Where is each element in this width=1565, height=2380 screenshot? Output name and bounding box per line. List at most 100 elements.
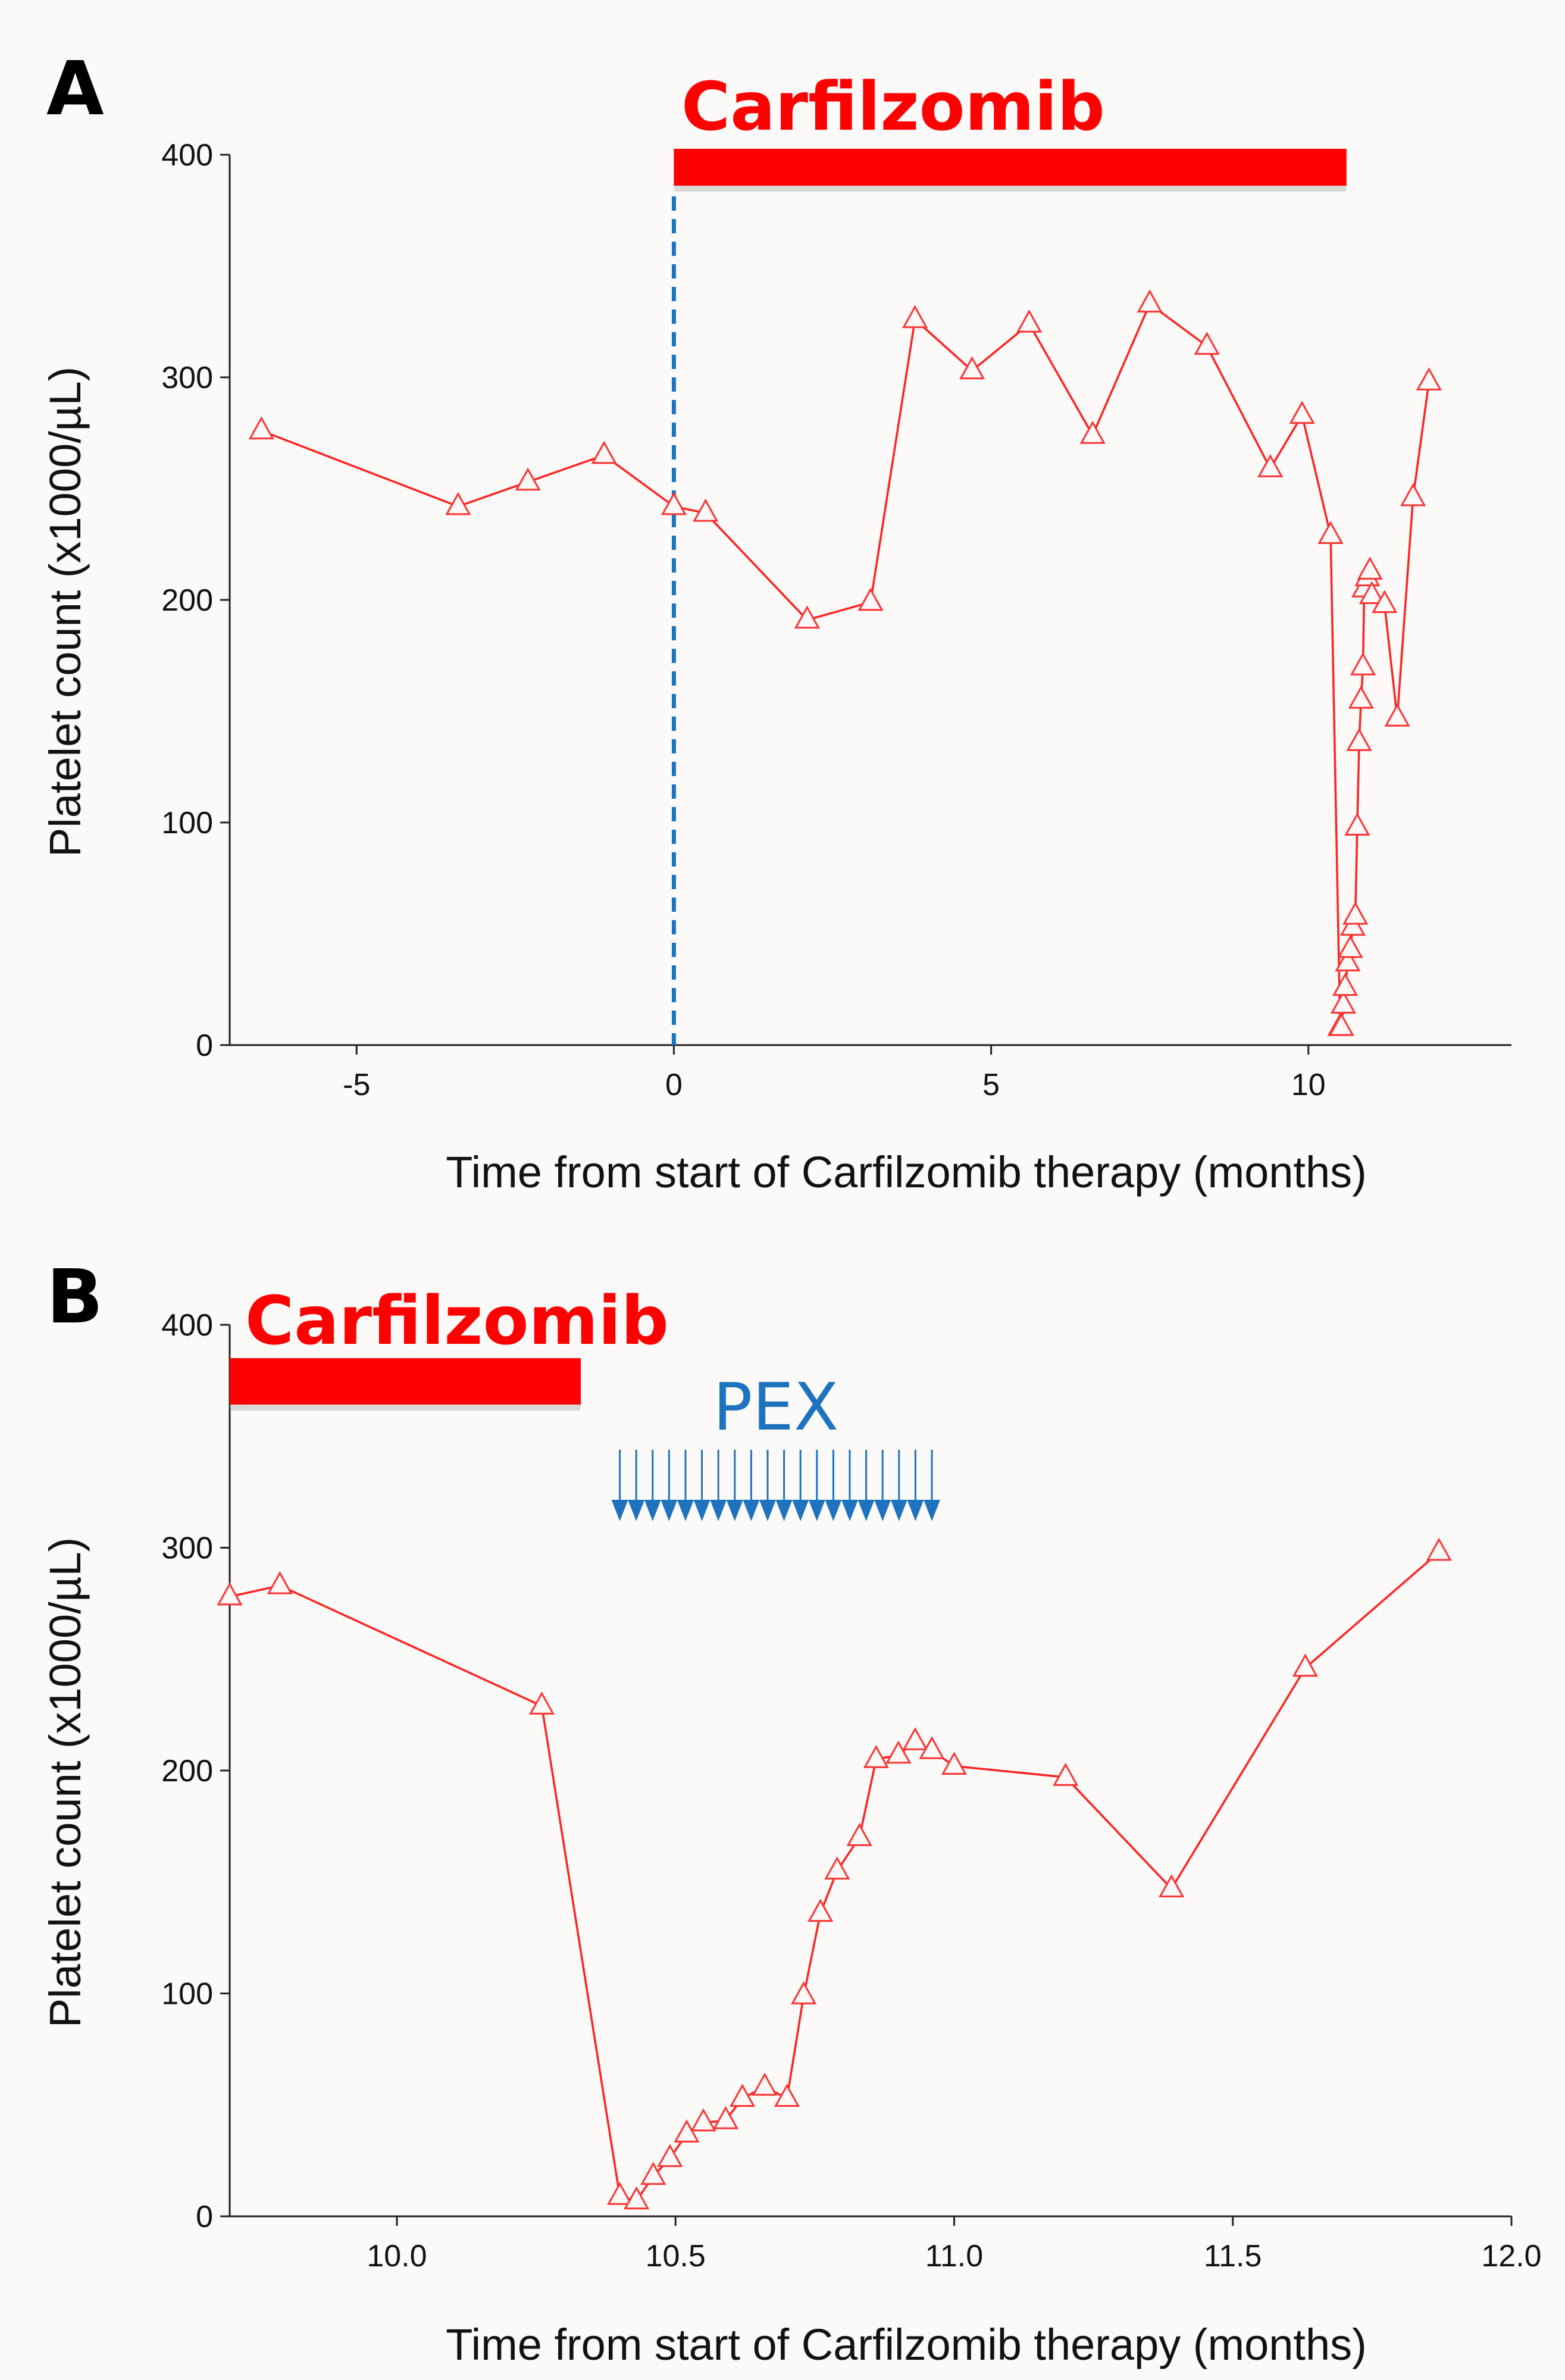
- y-tick-label: 400: [161, 138, 213, 173]
- pex-arrowhead: [874, 1500, 891, 1521]
- data-point-marker: [624, 2186, 650, 2210]
- panel-a: A 0 100 200 300 400 -5 0 5 10 Time from start of …: [40, 46, 1511, 1197]
- x-tick-label: 10.5: [646, 2239, 706, 2273]
- x-tick-label: 10.0: [367, 2239, 427, 2273]
- y-tick-label: 0: [196, 2200, 213, 2234]
- data-point-marker: [902, 305, 928, 329]
- data-point-marker: [1342, 901, 1369, 925]
- carfilzomib-bar: [674, 149, 1347, 186]
- pex-label: PEX: [713, 1369, 838, 1445]
- carfilzomib-label: Carfilzomib: [681, 68, 1105, 146]
- x-tick-label: -5: [343, 1068, 370, 1102]
- pex-arrowhead: [644, 1500, 661, 1521]
- data-point-marker: [528, 1691, 555, 1715]
- data-point-marker: [1416, 367, 1442, 390]
- data-point-marker: [959, 356, 985, 380]
- x-tick-label: 12.0: [1481, 2239, 1541, 2273]
- y-tick-label: 200: [161, 1754, 213, 1788]
- pex-arrowhead: [628, 1500, 645, 1521]
- data-point-marker: [1400, 483, 1426, 506]
- data-point-marker: [774, 2084, 800, 2107]
- data-point-marker: [791, 1981, 817, 2004]
- x-tick-label: 10: [1291, 1068, 1326, 1102]
- data-point-marker: [1330, 990, 1356, 1014]
- x-axis-title: Time from start of Carfilzomib therapy (…: [446, 1147, 1367, 1197]
- pex-arrowhead: [857, 1500, 875, 1521]
- data-point-marker: [752, 2072, 778, 2096]
- pex-arrowhead: [759, 1500, 776, 1521]
- pex-arrowhead: [743, 1500, 760, 1521]
- pex-arrowhead: [726, 1500, 743, 1521]
- data-point-marker: [661, 492, 687, 515]
- data-point-marker: [1372, 590, 1398, 613]
- data-point-marker: [1016, 309, 1043, 333]
- data-point-marker: [863, 1744, 889, 1768]
- y-tick-label: 300: [161, 361, 213, 395]
- pex-arrowhead: [710, 1500, 727, 1521]
- data-point-marker: [1292, 1653, 1319, 1677]
- data-point-marker: [1328, 1012, 1354, 1036]
- pex-arrowhead: [808, 1500, 825, 1521]
- data-point-marker: [1257, 454, 1284, 477]
- data-point-marker: [941, 1752, 968, 1775]
- data-point-marker: [1332, 972, 1359, 996]
- data-point-marker: [1289, 401, 1315, 424]
- data-point-marker: [1357, 556, 1383, 580]
- data-point-marker: [640, 2162, 666, 2185]
- data-point-marker: [657, 2144, 683, 2168]
- data-point-marker: [248, 416, 274, 440]
- data-point-marker: [1053, 1762, 1079, 1786]
- data-point-marker: [919, 1736, 945, 1759]
- data-point-marker: [693, 498, 719, 522]
- pex-arrowhead: [907, 1500, 924, 1521]
- data-point-marker: [794, 605, 820, 629]
- x-tick-label: 11.0: [925, 2239, 983, 2273]
- data-point-marker: [690, 2108, 716, 2132]
- panel-a-letter: A: [46, 46, 104, 132]
- data-point-marker: [607, 2182, 633, 2205]
- data-point-marker: [1344, 812, 1370, 836]
- pex-arrowhead: [825, 1500, 842, 1521]
- data-point-marker: [1317, 521, 1344, 545]
- data-point-marker: [885, 1740, 912, 1764]
- pex-arrowhead: [841, 1500, 859, 1521]
- y-tick-label: 400: [161, 1308, 213, 1343]
- data-point-marker: [1194, 331, 1220, 355]
- data-point-marker: [591, 440, 617, 464]
- data-point-marker: [730, 2084, 756, 2107]
- pex-arrowhead: [661, 1500, 678, 1521]
- data-point-marker: [1350, 652, 1376, 675]
- panel-b: B 0 100 200 300 400 10.0 10.5 11.0 11.5 12.0 Time …: [40, 1254, 1542, 2369]
- data-point-marker: [1159, 1874, 1185, 1897]
- pex-arrowhead: [611, 1500, 628, 1521]
- data-point-marker: [712, 2106, 739, 2129]
- data-point-marker: [1339, 912, 1366, 936]
- pex-arrowhead: [677, 1500, 694, 1521]
- data-point-marker: [824, 1856, 850, 1880]
- x-tick-label: 0: [665, 1068, 683, 1102]
- y-tick-label: 300: [161, 1531, 213, 1566]
- data-point-marker: [1359, 581, 1385, 605]
- pex-arrowhead: [890, 1500, 907, 1521]
- data-point-marker: [1337, 934, 1363, 958]
- x-tick-label: 5: [982, 1068, 1000, 1102]
- pex-arrowhead: [775, 1500, 793, 1521]
- x-tick-label: 11.5: [1204, 2239, 1262, 2273]
- data-point-marker: [807, 1899, 834, 1922]
- y-tick-label: 100: [161, 1977, 213, 2012]
- data-point-marker: [515, 467, 541, 491]
- data-point-marker: [267, 1571, 293, 1594]
- data-point-marker: [674, 2119, 700, 2143]
- data-point-marker: [1348, 686, 1374, 709]
- panel-b-letter: B: [46, 1254, 103, 1340]
- data-point-marker: [217, 1582, 243, 1606]
- y-tick-label: 100: [161, 806, 213, 840]
- data-point-marker: [902, 1727, 928, 1750]
- y-axis-title: Platelet count (x1000/µL): [40, 367, 90, 857]
- pex-arrowhead: [792, 1500, 809, 1521]
- data-point-marker: [1079, 420, 1106, 444]
- data-point-marker: [1137, 289, 1163, 313]
- y-tick-label: 200: [161, 583, 213, 618]
- pex-arrowhead: [693, 1500, 710, 1521]
- data-point-marker: [1426, 1537, 1452, 1561]
